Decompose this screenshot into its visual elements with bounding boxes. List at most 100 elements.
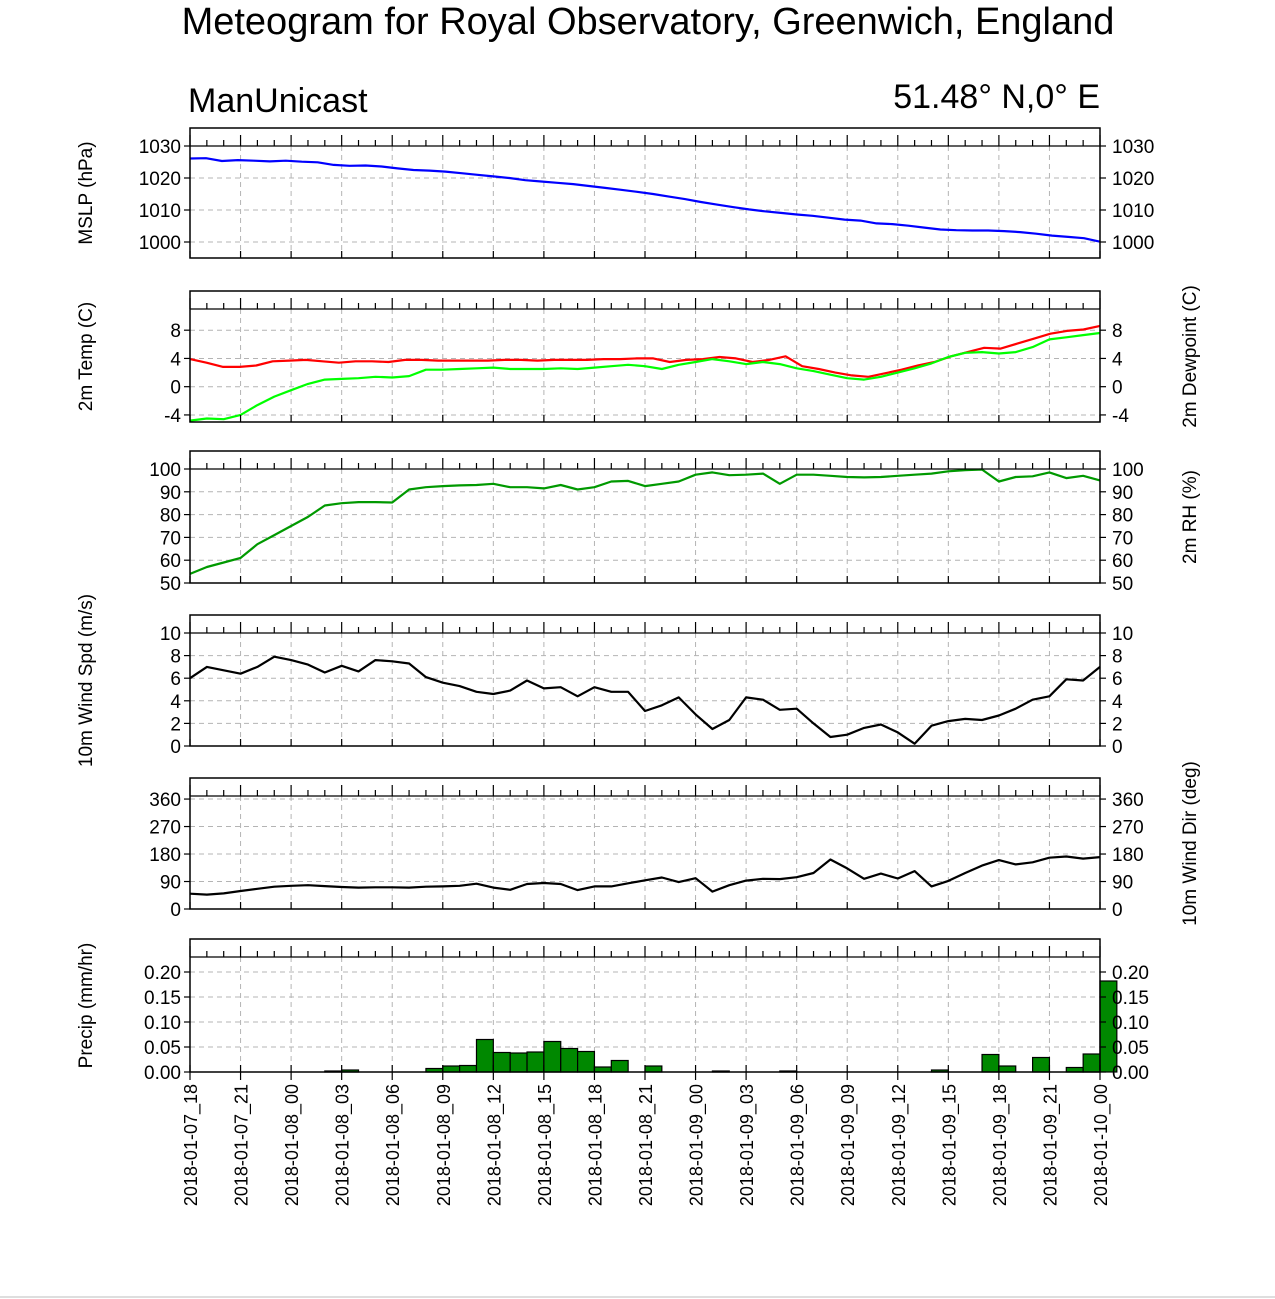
- location-label: 51.48° N,0° E: [893, 78, 1100, 116]
- xtick-label: 2018-01-09_15: [939, 1084, 960, 1206]
- ytick-label-right: 90: [1112, 873, 1133, 894]
- ytick-label-left: 0.20: [144, 963, 181, 984]
- ytick-label-right: 6: [1112, 669, 1123, 690]
- ylabel-right-temp: 2m Dewpoint (C): [1180, 285, 1201, 428]
- ytick-label-right: 0.00: [1112, 1063, 1149, 1084]
- ytick-label-right: 0: [1112, 737, 1123, 758]
- ytick-label-left: 360: [149, 790, 181, 811]
- series-line-winddir-0: [189, 855, 1101, 896]
- ytick-label-right: 0.05: [1112, 1038, 1149, 1059]
- xtick-label: 2018-01-09_21: [1040, 1084, 1061, 1206]
- ytick-label-left: 90: [160, 873, 181, 894]
- ytick-label-right: 50: [1112, 574, 1133, 595]
- precip-bar: [492, 1051, 511, 1073]
- xtick-label: 2018-01-08_18: [585, 1084, 606, 1206]
- ytick-label-left: 8: [170, 321, 181, 342]
- xtick-label: 2018-01-08_09: [434, 1084, 455, 1206]
- ytick-label-right: 4: [1112, 692, 1123, 713]
- ytick-label-left: 70: [160, 528, 181, 549]
- xtick-label: 2018-01-08_21: [636, 1084, 657, 1206]
- ylabel-left-precip: Precip (mm/hr): [76, 943, 97, 1069]
- xtick-label: 2018-01-07_18: [181, 1084, 202, 1206]
- xtick-label: 2018-01-09_09: [838, 1084, 859, 1206]
- series-line-rh-0: [189, 468, 1101, 575]
- precip-bar: [442, 1065, 461, 1073]
- ytick-label-left: 0: [170, 378, 181, 399]
- precip-bar: [560, 1047, 579, 1073]
- precip-bar: [475, 1038, 494, 1073]
- ytick-label-left: 60: [160, 551, 181, 572]
- ytick-label-left: 1020: [139, 169, 181, 190]
- ytick-label-left: 80: [160, 506, 181, 527]
- ytick-label-right: 270: [1112, 818, 1144, 839]
- precip-bar: [543, 1040, 562, 1073]
- xtick-label: 2018-01-09_03: [737, 1084, 758, 1206]
- xtick-label: 2018-01-09_18: [990, 1084, 1011, 1206]
- ytick-label-right: 4: [1112, 349, 1123, 370]
- ytick-label-left: 2: [170, 714, 181, 735]
- precip-bar: [998, 1065, 1017, 1073]
- ytick-label-right: 100: [1112, 460, 1144, 481]
- xtick-label: 2018-01-08_03: [333, 1084, 354, 1206]
- ytick-label-left: 0.15: [144, 988, 181, 1009]
- series-line-windspd-0: [189, 655, 1101, 745]
- ytick-label-left: 50: [160, 574, 181, 595]
- ytick-label-left: 10: [160, 624, 181, 645]
- xtick-label: 2018-01-07_21: [232, 1084, 253, 1206]
- ytick-label-right: 8: [1112, 321, 1123, 342]
- ytick-label-left: 1010: [139, 201, 181, 222]
- ytick-label-right: 0.20: [1112, 963, 1149, 984]
- xtick-label: 2018-01-09_12: [889, 1084, 910, 1206]
- xtick-label: 2018-01-08_15: [535, 1084, 556, 1206]
- series-line-temp-0: [189, 324, 1101, 378]
- ytick-label-left: 0.00: [144, 1063, 181, 1084]
- ytick-label-right: 1000: [1112, 233, 1154, 254]
- precip-bar: [1082, 1053, 1101, 1073]
- panel-mslp: 1000 1000 1010 1010 1020 1020 1030 1030 MSLP (hP…: [76, 127, 1154, 259]
- ylabel-left-temp: 2m Temp (C): [76, 302, 97, 411]
- ylabel-right-winddir: 10m Wind Dir (deg): [1180, 761, 1201, 926]
- ytick-label-left: 8: [170, 647, 181, 668]
- ytick-label-right: -4: [1112, 406, 1129, 427]
- precip-bar: [509, 1052, 528, 1073]
- ytick-label-right: 10: [1112, 624, 1133, 645]
- ytick-label-left: 270: [149, 818, 181, 839]
- ytick-label-right: 70: [1112, 528, 1133, 549]
- series-line-mslp-0: [189, 157, 1101, 243]
- precip-bar: [576, 1050, 596, 1073]
- xtick-label: 2018-01-08_00: [282, 1084, 303, 1206]
- xtick-label: 2018-01-09_06: [788, 1084, 809, 1206]
- panel-precip: 0.00 0.00 0.05 0.05 0.10 0.10 0.15 0.15 0.20 0.20…: [76, 938, 1149, 1084]
- precip-bar: [981, 1053, 1000, 1073]
- ytick-label-left: -4: [164, 406, 181, 427]
- time-axis: 2018-01-07_18 2018-01-07_21 2018-01-08_00 2…: [181, 1072, 1112, 1206]
- ytick-label-right: 360: [1112, 790, 1144, 811]
- ytick-label-right: 0.15: [1112, 988, 1149, 1009]
- ytick-label-right: 180: [1112, 845, 1144, 866]
- ylabel-left-mslp: MSLP (hPa): [76, 141, 97, 244]
- xtick-label: 2018-01-08_12: [484, 1084, 505, 1206]
- panel-temp: -4 -4 0 0 4 4 8 8 2m Temp (C) 2m Dewpoint (C): [76, 285, 1201, 428]
- ytick-label-left: 4: [170, 349, 181, 370]
- panel-winddir: 0 0 90 90 180 180 270 270 360 360 10m Wind Dir (de…: [149, 761, 1201, 926]
- ytick-label-right: 80: [1112, 506, 1133, 527]
- ytick-label-right: 8: [1112, 647, 1123, 668]
- ytick-label-left: 90: [160, 483, 181, 504]
- xtick-label: 2018-01-08_06: [383, 1084, 404, 1206]
- ytick-label-left: 180: [149, 845, 181, 866]
- ytick-label-left: 100: [149, 460, 181, 481]
- ytick-label-left: 6: [170, 669, 181, 690]
- ytick-label-left: 1030: [139, 137, 181, 158]
- precip-bar: [459, 1064, 478, 1073]
- ytick-label-right: 0: [1112, 378, 1123, 399]
- ytick-label-right: 1020: [1112, 169, 1154, 190]
- ytick-label-left: 0: [170, 737, 181, 758]
- ylabel-left-windspd: 10m Wind Spd (m/s): [76, 594, 97, 767]
- ytick-label-left: 0.10: [144, 1013, 181, 1034]
- precip-bar: [610, 1059, 629, 1073]
- ytick-label-right: 1030: [1112, 137, 1154, 158]
